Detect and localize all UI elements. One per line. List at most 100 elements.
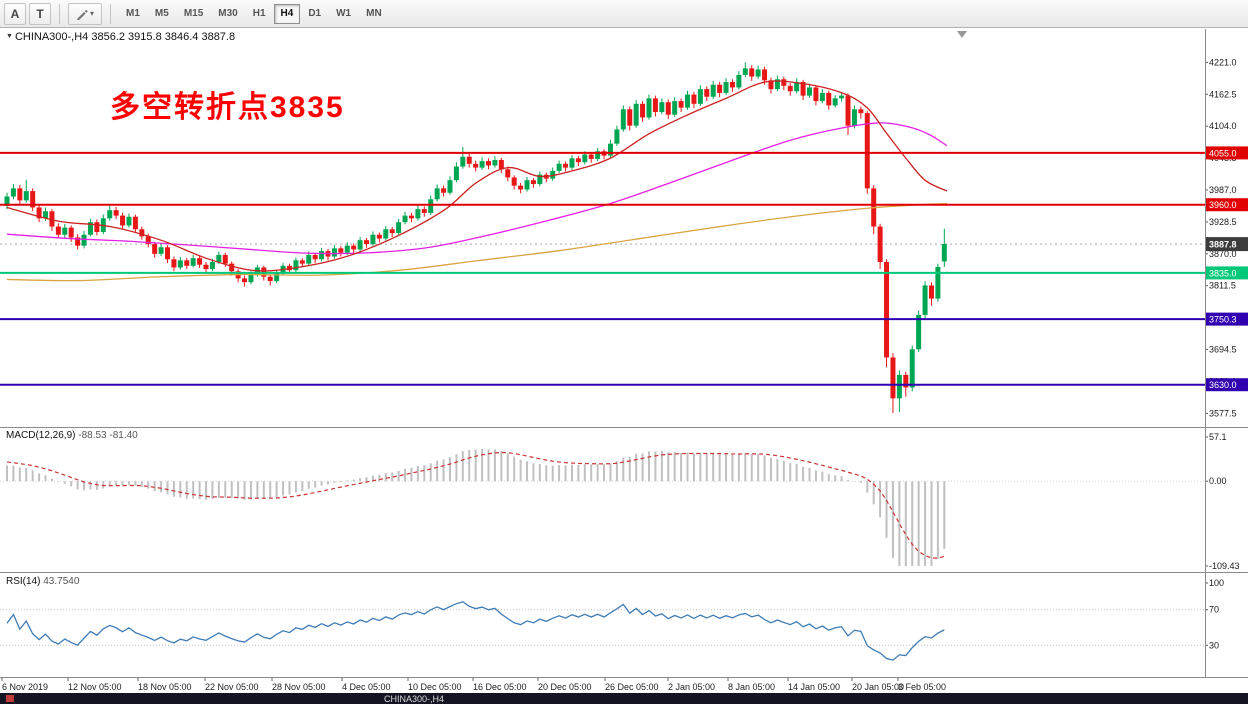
candle-body: [839, 95, 845, 99]
candle-body: [922, 285, 928, 315]
candle-body: [473, 163, 479, 168]
candle-body: [229, 263, 235, 272]
candle-body: [569, 158, 575, 168]
timeframe-m30-button[interactable]: M30: [211, 4, 244, 24]
candle-body: [710, 84, 716, 97]
macd-indicator-label: MACD(12,26,9) -88.53 -81.40: [6, 430, 138, 441]
candle-body: [697, 89, 703, 104]
level-price-box: [1206, 266, 1248, 280]
symbol-ohlc-text: CHINA300-,H4 3856.2 3915.8 3846.4 3887.8: [14, 31, 236, 43]
time-axis-label: 20 Jan 05:00: [852, 682, 904, 692]
candle-body: [864, 113, 870, 189]
candle-body: [81, 234, 87, 246]
candle-body: [479, 161, 485, 168]
time-axis[interactable]: 6 Nov 2019 12 Nov 05:00 18 Nov 05:00 22 Nov…: [1, 678, 946, 692]
candle-body: [575, 158, 581, 163]
candle-body: [17, 188, 23, 201]
toolbar-separator: [110, 3, 111, 24]
candle-body: [556, 163, 562, 171]
candle-body: [68, 227, 74, 238]
candle-body: [177, 260, 183, 268]
rsi-indicator-label: RSI(14) 43.7540: [6, 576, 79, 587]
candle-body: [704, 89, 710, 97]
candle-body: [293, 260, 299, 271]
rsi-panel[interactable]: [0, 601, 1205, 661]
candle-body: [364, 240, 370, 244]
rsi-axis-label: 30: [1209, 640, 1219, 650]
candle-body: [10, 188, 16, 197]
level-price-label: 3750.3: [1209, 315, 1237, 325]
macd-axis-label: 57.1: [1209, 432, 1227, 442]
candle-body: [672, 101, 678, 115]
timeframe-m15-button[interactable]: M15: [177, 4, 210, 24]
timeframe-m1-button[interactable]: M1: [119, 4, 147, 24]
time-axis-label: 14 Jan 05:00: [788, 682, 840, 692]
candle-body: [595, 151, 601, 159]
chart-annotation[interactable]: 多空转折点3835: [110, 91, 345, 124]
candle-body: [331, 248, 337, 257]
drawing-tools-dropdown[interactable]: ▾: [68, 2, 102, 25]
candle-body: [351, 245, 357, 250]
chart-ohlc-title: ▼ CHINA300-,H4 3856.2 3915.8 3846.4 3887.…: [6, 31, 235, 43]
rsi-line: [6, 601, 945, 661]
timeframe-w1-button[interactable]: W1: [329, 4, 358, 24]
candle-body: [466, 156, 472, 164]
arrow-tool-button[interactable]: A: [4, 2, 26, 25]
candle-body: [415, 209, 421, 219]
candle-body: [145, 236, 151, 244]
timeframe-toolbar: M1 M5 M15 M30 H1 H4 D1 W1 MN: [119, 3, 389, 24]
candle-body: [877, 226, 883, 262]
candle-body: [158, 247, 164, 254]
candle-body: [620, 109, 626, 130]
candle-body: [338, 248, 344, 253]
candle-body: [851, 109, 857, 126]
candle-body: [209, 262, 215, 270]
candle-body: [222, 254, 228, 264]
candle-body: [896, 374, 902, 399]
candle-body: [627, 109, 633, 126]
level-price-label: 3960.0: [1209, 200, 1237, 210]
candle-body: [43, 211, 49, 219]
candle-body: [729, 82, 735, 88]
timeframe-mn-button[interactable]: MN: [359, 4, 389, 24]
candle-body: [113, 210, 119, 216]
price-tick-label: 3577.5: [1209, 408, 1237, 418]
timeframe-d1-button[interactable]: D1: [301, 4, 328, 24]
collapse-triangle-icon: ▼: [6, 33, 13, 40]
time-axis-label: 10 Dec 05:00: [408, 682, 462, 692]
time-axis-label: 6 Nov 2019: [2, 682, 48, 692]
candle-body: [75, 237, 81, 246]
candle-body: [498, 160, 504, 170]
time-axis-label: 8 Jan 05:00: [728, 682, 775, 692]
candle-body: [845, 95, 851, 126]
text-tool-button[interactable]: T: [29, 2, 51, 25]
candle-body: [941, 244, 947, 262]
level-price-box: [1206, 198, 1248, 212]
candle-body: [36, 207, 42, 219]
level-price-label: 4055.0: [1209, 148, 1237, 158]
chart-tab[interactable]: CHINA300-,H4: [384, 694, 445, 704]
candle-body: [858, 109, 864, 114]
candle-body: [23, 191, 29, 201]
timeframe-h4-button[interactable]: H4: [273, 3, 301, 24]
candle-body: [717, 84, 723, 93]
candle-body: [190, 258, 196, 266]
main-chart-panel[interactable]: [0, 31, 1205, 414]
candle-body: [248, 274, 254, 283]
candle-body: [370, 234, 376, 244]
timeframe-m5-button[interactable]: M5: [148, 4, 176, 24]
candle-body: [396, 222, 402, 234]
level-price-label: 3835.0: [1209, 268, 1237, 278]
candle-body: [383, 229, 389, 239]
candle-body: [646, 98, 652, 118]
candle-body: [742, 68, 748, 75]
macd-panel[interactable]: [0, 449, 1205, 566]
timeframe-h1-button[interactable]: H1: [246, 4, 273, 24]
ma-fast-line: [6, 80, 948, 272]
candle-body: [49, 211, 55, 227]
price-axis[interactable]: 4221.04162.54104.04045.53987.03928.53870…: [1205, 57, 1248, 650]
candle-body: [588, 154, 594, 159]
macd-name: MACD(12,26,9): [6, 430, 76, 441]
candle-body: [826, 92, 832, 106]
